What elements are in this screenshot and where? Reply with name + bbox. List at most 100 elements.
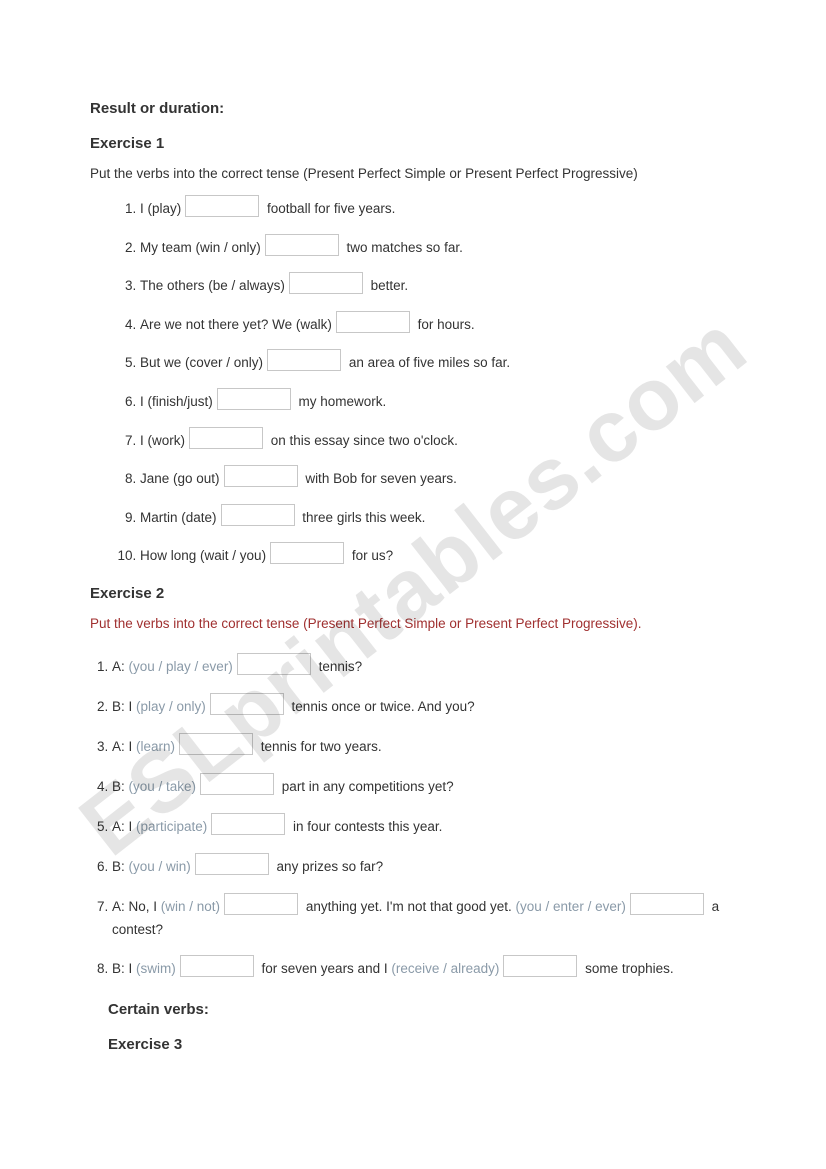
verb-cue: (be / always) (208, 278, 285, 293)
answer-blank[interactable] (211, 813, 285, 835)
answer-blank[interactable] (185, 195, 259, 217)
answer-blank[interactable] (336, 311, 410, 333)
item-text: three girls this week. (299, 510, 426, 525)
answer-blank[interactable] (180, 955, 254, 977)
item-text: B: (112, 859, 129, 874)
verb-cue: (you / take) (129, 779, 197, 794)
answer-blank[interactable] (265, 234, 339, 256)
exercise-2-item: A: (you / play / ever) tennis? (112, 653, 736, 679)
answer-blank[interactable] (200, 773, 274, 795)
exercise-1-item: I (play) football for five years. (140, 195, 736, 220)
item-text: A: No, I (112, 899, 161, 914)
exercise-2-item: B: I (play / only) tennis once or twice.… (112, 693, 736, 719)
answer-blank[interactable] (270, 542, 344, 564)
verb-cue: (date) (181, 510, 216, 525)
verb-cue: (you / win) (129, 859, 191, 874)
item-text: any prizes so far? (273, 859, 383, 874)
item-text: tennis? (315, 659, 362, 674)
item-text: B: I (112, 961, 136, 976)
item-text: I (140, 394, 148, 409)
verb-cue: (play / only) (136, 699, 206, 714)
exercise-1-item: But we (cover / only) an area of five mi… (140, 349, 736, 374)
verb-cue: (finish/just) (148, 394, 213, 409)
answer-blank[interactable] (217, 388, 291, 410)
verb-cue: (work) (148, 433, 186, 448)
answer-blank[interactable] (210, 693, 284, 715)
item-text: with Bob for seven years. (302, 471, 457, 486)
section-title-1: Result or duration: (90, 100, 736, 117)
item-text: on this essay since two o'clock. (267, 433, 458, 448)
answer-blank[interactable] (224, 465, 298, 487)
exercise-1-list: I (play) football for five years. My team… (90, 195, 736, 567)
verb-cue: (you / play / ever) (129, 659, 233, 674)
answer-blank[interactable] (224, 893, 298, 915)
exercise-1-item: Jane (go out) with Bob for seven years. (140, 465, 736, 490)
exercise-2-instructions: Put the verbs into the correct tense (Pr… (90, 616, 736, 631)
item-text: Martin (140, 510, 181, 525)
exercise-2-item: A: I (participate) in four contests this… (112, 813, 736, 839)
verb-cue: (go out) (173, 471, 220, 486)
item-text: But we (140, 355, 185, 370)
exercise-2-list: A: (you / play / ever) tennis? B: I (play… (90, 653, 736, 981)
item-text: A: (112, 659, 129, 674)
verb-cue: (win / only) (196, 240, 261, 255)
item-text: some trophies. (581, 961, 673, 976)
item-text: A: I (112, 739, 136, 754)
answer-blank[interactable] (189, 427, 263, 449)
item-text: Are we not there yet? We (140, 317, 296, 332)
exercise-1-title: Exercise 1 (90, 135, 736, 152)
exercise-2-item: A: No, I (win / not) anything yet. I'm n… (112, 893, 736, 942)
item-text: My team (140, 240, 196, 255)
exercise-1-item: How long (wait / you) for us? (140, 542, 736, 567)
verb-cue: (cover / only) (185, 355, 263, 370)
item-text: B: (112, 779, 129, 794)
verb-cue: (swim) (136, 961, 176, 976)
exercise-1-item: My team (win / only) two matches so far. (140, 234, 736, 259)
exercise-1-item: I (work) on this essay since two o'clock… (140, 427, 736, 452)
item-text: part in any competitions yet? (278, 779, 454, 794)
item-text: anything yet. I'm not that good yet. (302, 899, 515, 914)
item-text: an area of five miles so far. (345, 355, 510, 370)
item-text: How long (140, 548, 200, 563)
item-text: B: I (112, 699, 136, 714)
answer-blank[interactable] (630, 893, 704, 915)
exercise-1-item: The others (be / always) better. (140, 272, 736, 297)
item-text: for seven years and I (258, 961, 392, 976)
verb-cue: (you / enter / ever) (516, 899, 626, 914)
answer-blank[interactable] (221, 504, 295, 526)
item-text: my homework. (295, 394, 387, 409)
verb-cue: (receive / already) (391, 961, 499, 976)
exercise-3-title: Exercise 3 (108, 1036, 736, 1053)
exercise-2-item: A: I (learn) tennis for two years. (112, 733, 736, 759)
item-text: I (140, 201, 148, 216)
answer-blank[interactable] (237, 653, 311, 675)
item-text: better. (367, 278, 408, 293)
section-title-2: Certain verbs: (108, 1001, 736, 1018)
answer-blank[interactable] (195, 853, 269, 875)
verb-cue: (play) (148, 201, 182, 216)
exercise-2-item: B: (you / take) part in any competitions… (112, 773, 736, 799)
exercise-2-title: Exercise 2 (90, 585, 736, 602)
item-text: Jane (140, 471, 173, 486)
exercise-1-item: Martin (date) three girls this week. (140, 504, 736, 529)
answer-blank[interactable] (289, 272, 363, 294)
item-text: A: I (112, 819, 136, 834)
answer-blank[interactable] (267, 349, 341, 371)
item-text: in four contests this year. (289, 819, 442, 834)
item-text: tennis for two years. (257, 739, 382, 754)
answer-blank[interactable] (503, 955, 577, 977)
item-text: tennis once or twice. And you? (288, 699, 475, 714)
item-text: The others (140, 278, 208, 293)
item-text: I (140, 433, 148, 448)
exercise-2-item: B: I (swim) for seven years and I (recei… (112, 955, 736, 981)
verb-cue: (walk) (296, 317, 332, 332)
exercise-1-instructions: Put the verbs into the correct tense (Pr… (90, 166, 736, 181)
verb-cue: (participate) (136, 819, 207, 834)
answer-blank[interactable] (179, 733, 253, 755)
verb-cue: (learn) (136, 739, 175, 754)
verb-cue: (wait / you) (200, 548, 266, 563)
exercise-2-item: B: (you / win) any prizes so far? (112, 853, 736, 879)
item-text: two matches so far. (343, 240, 463, 255)
document-page: Result or duration: Exercise 1 Put the v… (0, 0, 826, 1053)
exercise-1-item: Are we not there yet? We (walk) for hour… (140, 311, 736, 336)
